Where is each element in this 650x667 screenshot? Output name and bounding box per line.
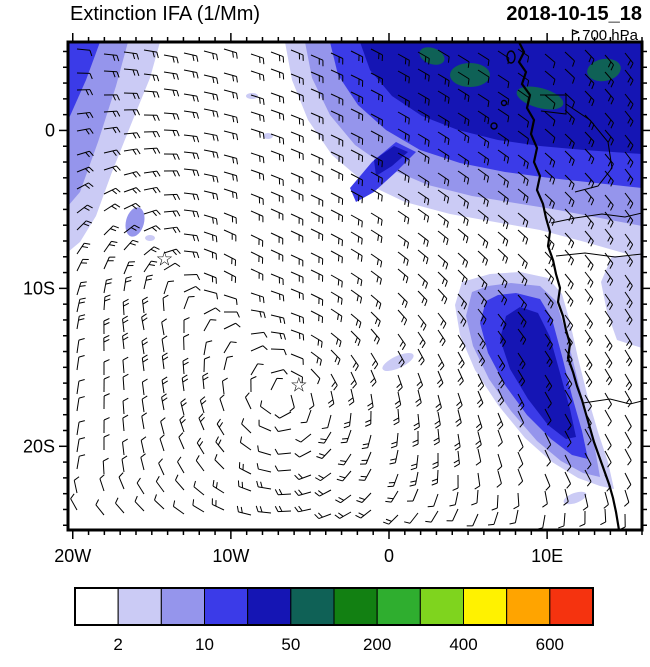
wind-barbs-layer	[70, 48, 634, 530]
shaded-region-nw-corner-blue	[68, 42, 100, 120]
country-border	[550, 212, 642, 224]
shaded-blob	[563, 491, 587, 505]
y-axis-tick-label: 0	[45, 120, 55, 140]
shaded-blob	[246, 93, 258, 99]
colorbar-cell	[463, 587, 508, 626]
colorbar-tick-label: 50	[281, 635, 300, 654]
y-axis-tick-label: 20S	[23, 436, 55, 456]
valid-datetime: 2018-10-15_18	[506, 3, 642, 25]
colorbar-cell	[376, 587, 421, 626]
colorbar-cell	[160, 587, 205, 626]
colorbar-cell	[204, 587, 249, 626]
shaded-blob	[263, 133, 273, 139]
anticyclone-star-marker: ☆	[290, 375, 308, 397]
colorbar-tick-label: 2	[113, 635, 122, 654]
x-axis-tick-label: 10E	[531, 546, 563, 566]
anticyclone-star-marker: ☆	[155, 248, 173, 270]
colorbar-cell	[506, 587, 551, 626]
shaded-region-coastal-navy	[500, 307, 576, 439]
colorbar-tick-label: 600	[536, 635, 564, 654]
level-label: 700 hPa	[582, 27, 638, 44]
colorbar-frame	[74, 587, 594, 626]
axis-ticks	[59, 33, 650, 539]
colorbar-tick-label: 400	[449, 635, 477, 654]
x-axis-tick-label: 20W	[54, 546, 91, 566]
colorbar-tick-label: 200	[363, 635, 391, 654]
colorbar-cell	[333, 587, 378, 626]
wind-barb-legend-icon	[571, 29, 580, 42]
colorbar-cell	[247, 587, 292, 626]
colorbar-cell	[74, 587, 119, 626]
extinction-shaded-field	[68, 42, 642, 505]
level-row: 700 hPa	[569, 27, 638, 44]
colorbar: 2 10 50 200 400 600	[74, 587, 594, 654]
colorbar-cell	[290, 587, 335, 626]
africa-coastline	[517, 42, 621, 530]
header: Extinction IFA (1/Mm) 2018-10-15_18	[70, 2, 642, 26]
island-outline	[490, 122, 498, 130]
y-axis-tick-label: 10S	[23, 278, 55, 298]
map-plot: ☆ ☆ 20W 10W 0 10E 0 10S 20S	[23, 33, 650, 566]
colorbar-cell	[549, 587, 594, 626]
colorbar-cell	[419, 587, 465, 626]
country-border	[565, 103, 613, 193]
colorbar-cell	[117, 587, 162, 626]
shaded-blob	[450, 63, 490, 87]
country-border	[582, 398, 642, 405]
shaded-blob	[587, 58, 621, 82]
x-axis-tick-label: 0	[384, 546, 394, 566]
colorbar-tick-label: 10	[195, 635, 214, 654]
shaded-blob	[382, 352, 414, 372]
shaded-blob	[125, 207, 145, 237]
island-outline	[500, 99, 508, 107]
shaded-region-plume-navy	[360, 42, 642, 154]
shaded-blob	[145, 235, 155, 241]
plot-title: Extinction IFA (1/Mm)	[70, 3, 261, 25]
x-axis-tick-label: 10W	[212, 546, 249, 566]
map-frame	[66, 40, 644, 532]
